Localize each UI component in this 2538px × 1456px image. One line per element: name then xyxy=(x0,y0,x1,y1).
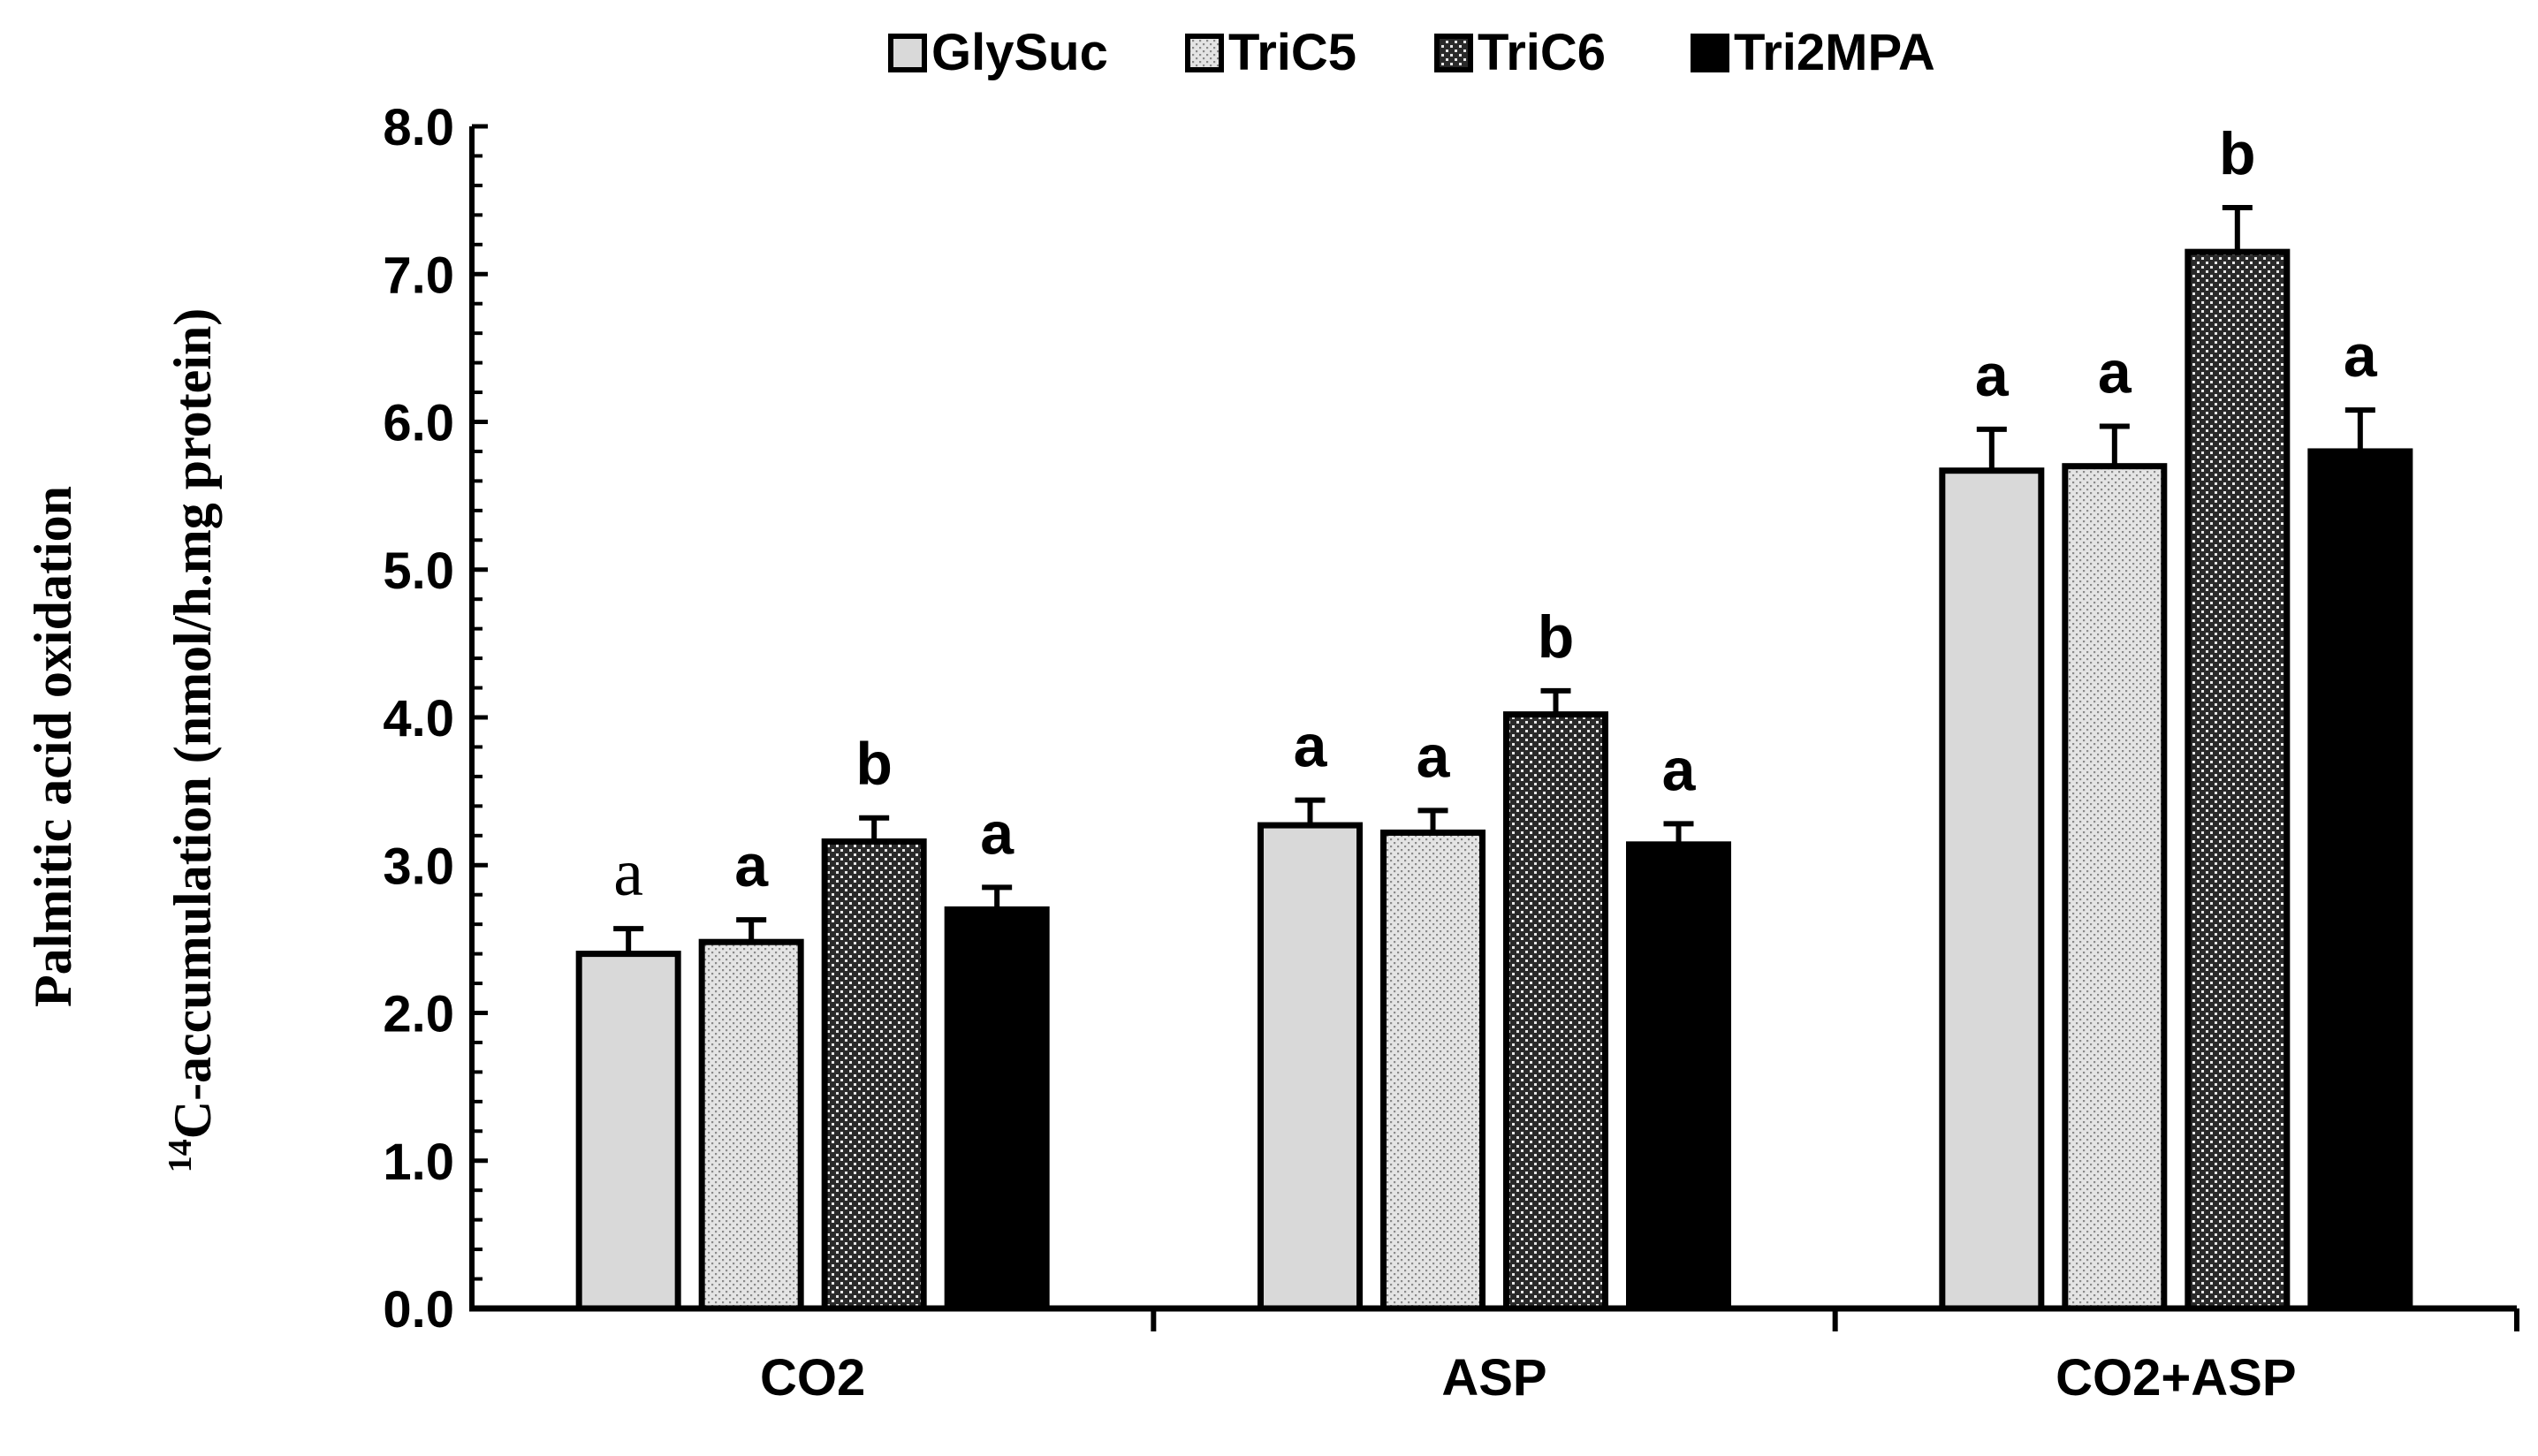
bar-tric6-co2-asp xyxy=(2185,248,2291,1312)
x-tick-label: ASP xyxy=(1441,1349,1546,1407)
legend-swatch-tric5 xyxy=(1185,34,1224,72)
significance-label: b xyxy=(855,731,893,798)
bar-tric6-asp xyxy=(1503,711,1608,1312)
y-tick-label: 4.0 xyxy=(383,690,454,747)
significance-label: a xyxy=(1975,342,2010,409)
legend: GlySuc TriC5 TriC6 Tri2MPA xyxy=(888,24,1935,81)
y-axis-title-line2: 14C-accumulation (nmol/h.mg protein) xyxy=(162,308,222,1173)
y-tick-label: 5.0 xyxy=(383,542,454,600)
significance-label: a xyxy=(613,836,643,910)
y-tick-label: 2.0 xyxy=(383,986,454,1043)
significance-label: b xyxy=(1538,603,1575,671)
legend-label-tric5: TriC5 xyxy=(1228,24,1356,81)
y-axis-title-text: C-accumulation (nmol/h.mg protein) xyxy=(163,308,222,1140)
bar-tri2mpa-co2-asp xyxy=(2307,448,2413,1312)
significance-label: a xyxy=(1662,736,1697,803)
bar-tric5-co2-asp xyxy=(2062,463,2168,1312)
bar-glysuc-co2-asp xyxy=(1939,467,2045,1312)
legend-swatch-tri2mpa xyxy=(1691,34,1729,72)
x-tick-label: CO2 xyxy=(760,1349,865,1407)
y-tick-label: 0.0 xyxy=(383,1281,454,1338)
legend-swatch-tric6 xyxy=(1434,34,1473,72)
legend-swatch-glysuc xyxy=(888,34,927,72)
bar-tric5-asp xyxy=(1380,829,1486,1312)
bar-tri2mpa-asp xyxy=(1626,841,1731,1312)
legend-label-glysuc: GlySuc xyxy=(931,24,1108,81)
significance-label: a xyxy=(1294,713,1328,780)
bars: a a b a a a b a a a b a xyxy=(575,120,2413,1312)
bar-glysuc-co2 xyxy=(575,951,681,1312)
y-tick-label: 6.0 xyxy=(383,395,454,452)
significance-label: a xyxy=(1417,723,1451,790)
legend-label-tri2mpa: Tri2MPA xyxy=(1734,24,1935,81)
y-tick-label: 8.0 xyxy=(383,99,454,156)
significance-label: a xyxy=(734,832,769,899)
legend-label-tric6: TriC6 xyxy=(1478,24,1606,81)
bar-tri2mpa-co2 xyxy=(944,906,1050,1312)
bar-tric6-co2 xyxy=(821,838,927,1312)
y-axis-title: Palmitic acid oxidation 14C-accumulation … xyxy=(24,308,222,1173)
significance-label: a xyxy=(2344,322,2378,390)
significance-label: a xyxy=(980,800,1014,867)
y-axis-title-superscript: 14 xyxy=(162,1139,199,1172)
bar-tric5-co2 xyxy=(698,938,804,1312)
y-tick-label: 1.0 xyxy=(383,1134,454,1191)
bar-glysuc-asp xyxy=(1258,822,1363,1312)
axes: 0.0 1.0 2.0 3.0 4.0 5.0 6.0 7.0 8.0 CO2 ASP CO2+ASP xyxy=(383,99,2519,1407)
significance-label: b xyxy=(2219,120,2256,187)
y-axis-title-line1: Palmitic acid oxidation xyxy=(24,486,82,1007)
y-tick-label: 3.0 xyxy=(383,838,454,895)
significance-label: a xyxy=(2098,339,2132,406)
y-tick-label: 7.0 xyxy=(383,246,454,304)
x-tick-label: CO2+ASP xyxy=(2055,1349,2296,1407)
